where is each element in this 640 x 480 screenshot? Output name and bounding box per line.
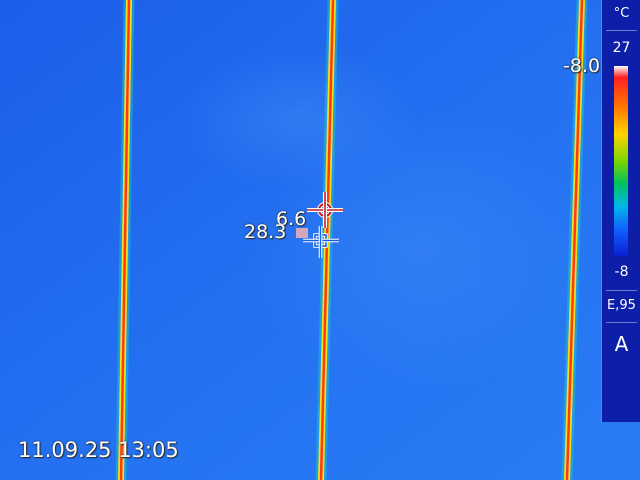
cold-spot-crosshair-icon[interactable] [303, 226, 339, 258]
heat-line-right [561, 0, 588, 480]
timestamp: 11.09.25 13:05 [18, 438, 179, 462]
edge-temperature-readout: -8.0 [563, 55, 601, 77]
hot-spot-value: 6.6 [276, 208, 307, 230]
hot-marker-swatch [296, 228, 308, 238]
temperature-scale-panel: °C 27 -8 E,95 A [601, 0, 640, 422]
heat-line-left [115, 0, 135, 480]
scale-max-value: 27 [612, 40, 631, 56]
scale-min-value: -8 [614, 264, 629, 280]
color-scale-bar [614, 66, 628, 256]
warm-haze [180, 50, 420, 190]
unit-label: °C [613, 6, 630, 21]
emissivity-value: E,95 [607, 298, 636, 313]
hot-spot-crosshair-icon[interactable] [307, 192, 343, 228]
cold-spot-value: 28.3 [244, 221, 287, 243]
scale-mode-indicator[interactable]: A [614, 332, 629, 356]
